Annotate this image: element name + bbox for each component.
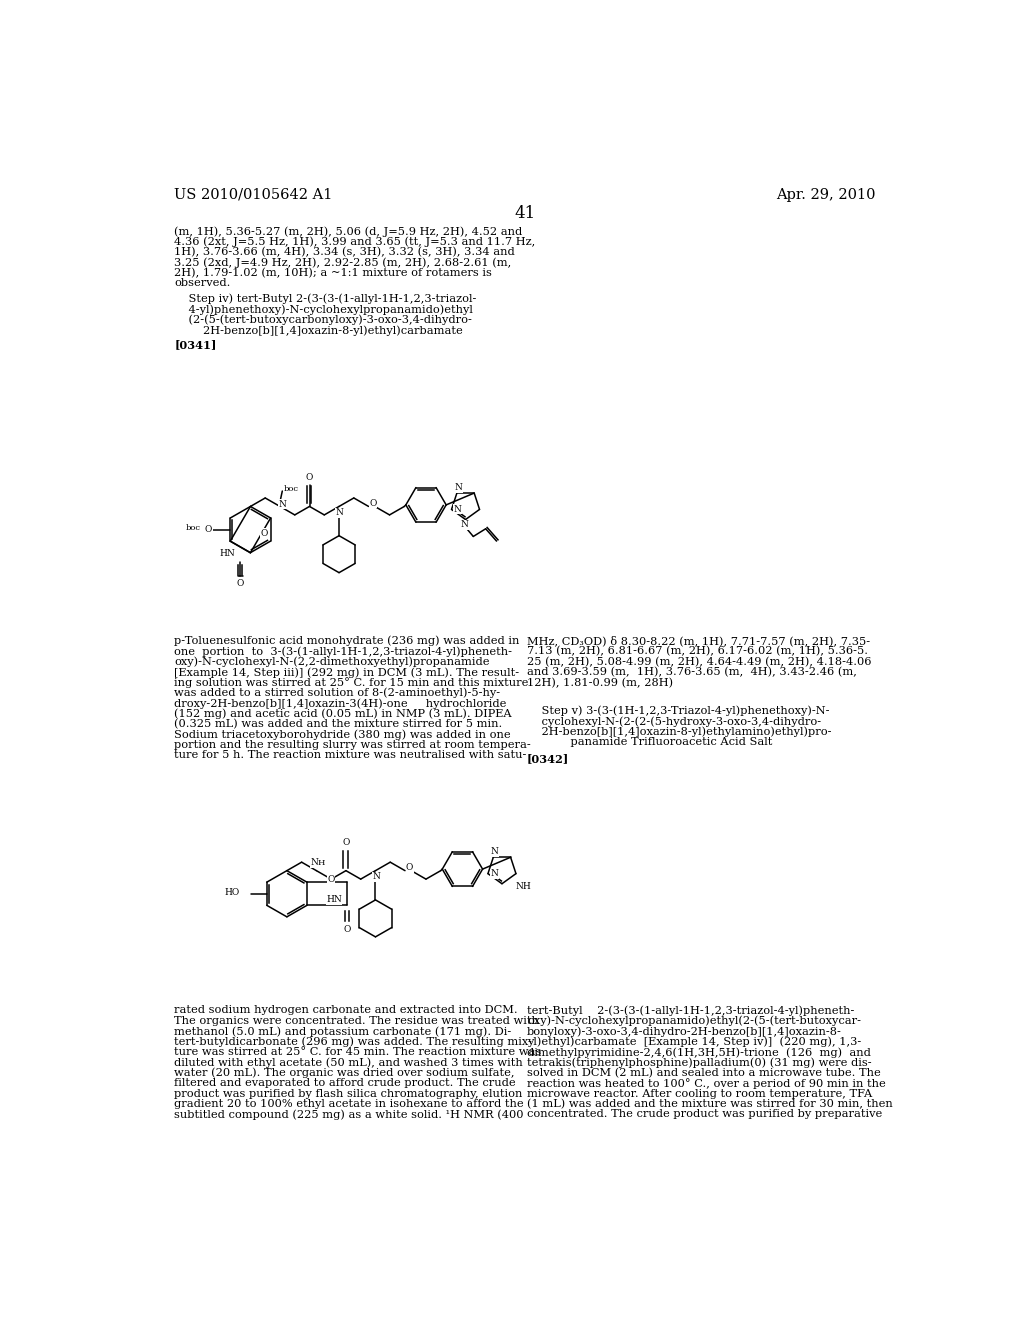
Text: HN: HN [327,895,342,904]
Text: 4.36 (2xt, J=5.5 Hz, 1H), 3.99 and 3.65 (tt, J=5.3 and 11.7 Hz,: 4.36 (2xt, J=5.5 Hz, 1H), 3.99 and 3.65 … [174,236,536,247]
Text: diluted with ethyl acetate (50 mL), and washed 3 times with: diluted with ethyl acetate (50 mL), and … [174,1057,523,1068]
Text: O: O [344,925,351,935]
Text: 1H), 3.76-3.66 (m, 4H), 3.34 (s, 3H), 3.32 (s, 3H), 3.34 and: 1H), 3.76-3.66 (m, 4H), 3.34 (s, 3H), 3.… [174,247,515,257]
Text: (152 mg) and acetic acid (0.05 mL) in NMP (3 mL). DIPEA: (152 mg) and acetic acid (0.05 mL) in NM… [174,709,512,719]
Text: N: N [455,483,463,492]
Text: 2H-benzo[b][1,4]oxazin-8-yl)ethylamino)ethyl)pro-: 2H-benzo[b][1,4]oxazin-8-yl)ethylamino)e… [527,726,831,738]
Text: 2H-benzo[b][1,4]oxazin-8-yl)ethyl)carbamate: 2H-benzo[b][1,4]oxazin-8-yl)ethyl)carbam… [174,325,463,335]
Text: Apr. 29, 2010: Apr. 29, 2010 [775,187,876,202]
Text: 7.13 (m, 2H), 6.81-6.67 (m, 2H), 6.17-6.02 (m, 1H), 5.36-5.: 7.13 (m, 2H), 6.81-6.67 (m, 2H), 6.17-6.… [527,647,868,656]
Text: microwave reactor. After cooling to room temperature, TFA: microwave reactor. After cooling to room… [527,1089,872,1098]
Text: 12H), 1.81-0.99 (m, 28H): 12H), 1.81-0.99 (m, 28H) [527,677,673,688]
Text: p-Toluenesulfonic acid monohydrate (236 mg) was added in: p-Toluenesulfonic acid monohydrate (236 … [174,636,520,647]
Text: boc: boc [284,484,299,492]
Text: HO: HO [224,888,240,896]
Text: N: N [490,869,498,878]
Text: tert-butyldicarbonate (296 mg) was added. The resulting mix-: tert-butyldicarbonate (296 mg) was added… [174,1036,532,1047]
Text: HN: HN [219,549,234,557]
Text: droxy-2H-benzo[b][1,4]oxazin-3(4H)-one     hydrochloride: droxy-2H-benzo[b][1,4]oxazin-3(4H)-one h… [174,698,507,709]
Text: O: O [306,474,313,482]
Text: oxy)-N-cyclohexylpropanamido)ethyl(2-(5-(tert-butoxycar-: oxy)-N-cyclohexylpropanamido)ethyl(2-(5-… [527,1016,861,1027]
Text: 41: 41 [514,205,536,222]
Text: 2H), 1.79-1.02 (m, 10H); a ~1:1 mixture of rotamers is: 2H), 1.79-1.02 (m, 10H); a ~1:1 mixture … [174,268,493,279]
Text: O: O [406,863,414,873]
Text: methanol (5.0 mL) and potassium carbonate (171 mg). Di-: methanol (5.0 mL) and potassium carbonat… [174,1026,512,1036]
Text: water (20 mL). The organic was dried over sodium sulfate,: water (20 mL). The organic was dried ove… [174,1068,515,1078]
Text: panamide Trifluoroacetic Acid Salt: panamide Trifluoroacetic Acid Salt [527,737,772,747]
Text: bonyloxy)-3-oxo-3,4-dihydro-2H-benzo[b][1,4]oxazin-8-: bonyloxy)-3-oxo-3,4-dihydro-2H-benzo[b][… [527,1026,842,1036]
Text: concentrated. The crude product was purified by preparative: concentrated. The crude product was puri… [527,1109,883,1119]
Text: US 2010/0105642 A1: US 2010/0105642 A1 [174,187,333,202]
Text: H: H [318,859,326,867]
Text: oxy)-N-cyclohexyl-N-(2,2-dimethoxyethyl)propanamide: oxy)-N-cyclohexyl-N-(2,2-dimethoxyethyl)… [174,656,490,667]
Text: N: N [490,847,499,857]
Text: 4-yl)phenethoxy)-N-cyclohexylpropanamido)ethyl: 4-yl)phenethoxy)-N-cyclohexylpropanamido… [174,305,473,315]
Text: product was purified by flash silica chromatography, elution: product was purified by flash silica chr… [174,1089,523,1098]
Text: NH: NH [516,882,531,891]
Text: reaction was heated to 100° C., over a period of 90 min in the: reaction was heated to 100° C., over a p… [527,1078,886,1089]
Text: N: N [454,506,462,513]
Text: ture for 5 h. The reaction mixture was neutralised with satu-: ture for 5 h. The reaction mixture was n… [174,750,527,760]
Text: ing solution was stirred at 25° C. for 15 min and this mixture: ing solution was stirred at 25° C. for 1… [174,677,528,688]
Text: (0.325 mL) was added and the mixture stirred for 5 min.: (0.325 mL) was added and the mixture sti… [174,719,503,729]
Text: N: N [373,873,380,882]
Text: MHz, CD₃OD) δ 8.30-8.22 (m, 1H), 7.71-7.57 (m, 2H), 7.35-: MHz, CD₃OD) δ 8.30-8.22 (m, 1H), 7.71-7.… [527,636,870,647]
Text: cyclohexyl-N-(2-(2-(5-hydroxy-3-oxo-3,4-dihydro-: cyclohexyl-N-(2-(2-(5-hydroxy-3-oxo-3,4-… [527,717,821,727]
Text: 3.25 (2xd, J=4.9 Hz, 2H), 2.92-2.85 (m, 2H), 2.68-2.61 (m,: 3.25 (2xd, J=4.9 Hz, 2H), 2.92-2.85 (m, … [174,257,512,268]
Text: O: O [370,499,377,508]
Text: was added to a stirred solution of 8-(2-aminoethyl)-5-hy-: was added to a stirred solution of 8-(2-… [174,688,501,698]
Text: (1 mL) was added and the mixture was stirred for 30 min, then: (1 mL) was added and the mixture was sti… [527,1100,893,1109]
Text: portion and the resulting slurry was stirred at room tempera-: portion and the resulting slurry was sti… [174,739,531,750]
Text: filtered and evaporated to afford crude product. The crude: filtered and evaporated to afford crude … [174,1078,516,1088]
Text: one  portion  to  3-(3-(1-allyl-1H-1,2,3-triazol-4-yl)pheneth-: one portion to 3-(3-(1-allyl-1H-1,2,3-tr… [174,647,512,657]
Text: O: O [328,875,335,884]
Text: gradient 20 to 100% ethyl acetate in isohexane to afford the: gradient 20 to 100% ethyl acetate in iso… [174,1100,524,1109]
Text: ture was stirred at 25° C. for 45 min. The reaction mixture was: ture was stirred at 25° C. for 45 min. T… [174,1047,542,1057]
Text: (m, 1H), 5.36-5.27 (m, 2H), 5.06 (d, J=5.9 Hz, 2H), 4.52 and: (m, 1H), 5.36-5.27 (m, 2H), 5.06 (d, J=5… [174,226,522,236]
Text: [0342]: [0342] [527,754,569,764]
Text: dimethylpyrimidine-2,4,6(1H,3H,5H)-trione  (126  mg)  and: dimethylpyrimidine-2,4,6(1H,3H,5H)-trion… [527,1047,871,1057]
Text: [Example 14, Step iii)] (292 mg) in DCM (3 mL). The result-: [Example 14, Step iii)] (292 mg) in DCM … [174,667,519,677]
Text: rated sodium hydrogen carbonate and extracted into DCM.: rated sodium hydrogen carbonate and extr… [174,1006,518,1015]
Text: The organics were concentrated. The residue was treated with: The organics were concentrated. The resi… [174,1016,540,1026]
Text: Step iv) tert-Butyl 2-(3-(3-(1-allyl-1H-1,2,3-triazol-: Step iv) tert-Butyl 2-(3-(3-(1-allyl-1H-… [174,294,477,305]
Text: N: N [310,858,318,867]
Text: (2-(5-(tert-butoxycarbonyloxy)-3-oxo-3,4-dihydro-: (2-(5-(tert-butoxycarbonyloxy)-3-oxo-3,4… [174,314,472,325]
Text: [0341]: [0341] [174,339,217,350]
Text: tetrakis(triphenylphosphine)palladium(0) (31 mg) were dis-: tetrakis(triphenylphosphine)palladium(0)… [527,1057,871,1068]
Text: O: O [342,838,349,846]
Text: Step v) 3-(3-(1H-1,2,3-Triazol-4-yl)phenethoxy)-N-: Step v) 3-(3-(1H-1,2,3-Triazol-4-yl)phen… [527,706,829,717]
Text: subtitled compound (225 mg) as a white solid. ¹H NMR (400: subtitled compound (225 mg) as a white s… [174,1109,524,1119]
Text: yl)ethyl)carbamate  [Example 14, Step iv)]  (220 mg), 1,3-: yl)ethyl)carbamate [Example 14, Step iv)… [527,1036,861,1047]
Text: N: N [336,508,344,517]
Text: boc: boc [185,524,201,532]
Text: solved in DCM (2 mL) and sealed into a microwave tube. The: solved in DCM (2 mL) and sealed into a m… [527,1068,881,1078]
Text: O: O [205,525,212,535]
Text: N: N [461,520,469,529]
Text: tert-Butyl    2-(3-(3-(1-allyl-1H-1,2,3-triazol-4-yl)pheneth-: tert-Butyl 2-(3-(3-(1-allyl-1H-1,2,3-tri… [527,1006,854,1016]
Text: O: O [237,578,244,587]
Text: and 3.69-3.59 (m,  1H), 3.76-3.65 (m,  4H), 3.43-2.46 (m,: and 3.69-3.59 (m, 1H), 3.76-3.65 (m, 4H)… [527,667,857,677]
Text: N: N [279,500,287,508]
Text: Sodium triacetoxyborohydride (380 mg) was added in one: Sodium triacetoxyborohydride (380 mg) wa… [174,730,511,741]
Text: observed.: observed. [174,279,230,288]
Text: O: O [261,528,268,537]
Text: 25 (m, 2H), 5.08-4.99 (m, 2H), 4.64-4.49 (m, 2H), 4.18-4.06: 25 (m, 2H), 5.08-4.99 (m, 2H), 4.64-4.49… [527,656,871,667]
